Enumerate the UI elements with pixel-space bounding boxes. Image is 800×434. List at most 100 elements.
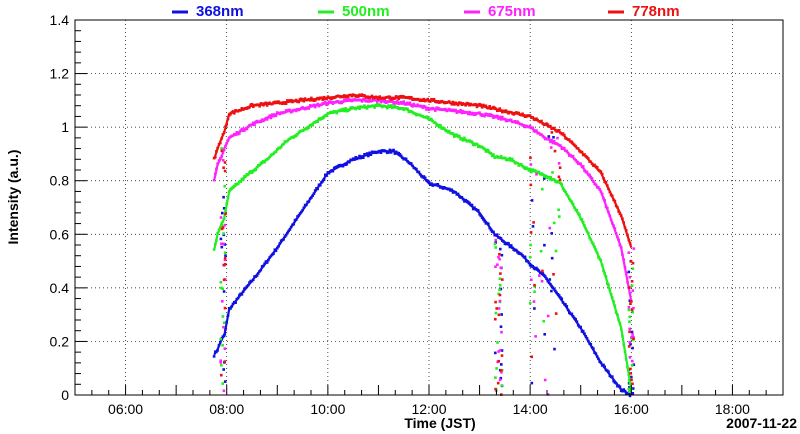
data-point — [608, 214, 612, 217]
data-point — [294, 98, 298, 102]
data-point — [396, 106, 399, 109]
outlier-point — [553, 149, 557, 153]
data-point — [565, 305, 569, 308]
data-point — [602, 269, 605, 273]
data-point — [628, 382, 632, 385]
data-point — [393, 97, 397, 100]
outlier-point — [530, 355, 533, 359]
data-point — [541, 173, 545, 176]
outlier-point — [538, 274, 541, 277]
data-point — [392, 102, 395, 105]
data-point — [294, 134, 298, 138]
outlier-point — [222, 232, 225, 235]
outlier-point — [628, 386, 631, 389]
data-point — [401, 156, 404, 160]
data-point — [351, 98, 355, 102]
y-tick-label: 0.8 — [50, 173, 70, 189]
data-point — [628, 394, 632, 398]
data-point — [549, 283, 552, 286]
data-point — [547, 137, 551, 141]
data-point — [459, 196, 462, 199]
data-point — [581, 165, 585, 168]
data-point — [325, 174, 328, 177]
data-point — [583, 332, 586, 335]
data-point — [421, 99, 424, 102]
data-point — [599, 258, 603, 262]
data-point — [217, 228, 221, 231]
data-point — [583, 153, 586, 156]
outlier-point — [223, 380, 227, 383]
data-point — [468, 201, 471, 205]
data-point — [585, 229, 589, 233]
data-point — [356, 156, 360, 160]
data-point — [528, 114, 532, 117]
outlier-point — [631, 382, 634, 386]
data-point — [226, 139, 230, 142]
outlier-point — [221, 226, 225, 229]
data-point — [561, 132, 565, 135]
data-point — [456, 192, 460, 196]
data-point — [258, 120, 261, 124]
outlier-point — [222, 321, 226, 325]
data-point — [561, 187, 565, 191]
data-point — [244, 174, 247, 178]
data-point — [580, 218, 584, 221]
data-point — [621, 217, 624, 220]
outlier-point — [499, 325, 503, 328]
data-point — [545, 277, 548, 280]
data-point — [276, 246, 279, 250]
data-point — [216, 162, 219, 165]
data-point — [594, 248, 598, 251]
data-point — [282, 238, 285, 241]
data-point — [426, 106, 429, 110]
data-point — [222, 131, 226, 134]
data-point — [528, 167, 532, 171]
outlier-point — [222, 166, 225, 169]
data-point — [475, 105, 479, 109]
data-point — [447, 129, 451, 133]
data-point — [453, 135, 456, 138]
data-point — [468, 104, 471, 107]
outlier-point — [494, 246, 497, 249]
outlier-point — [547, 135, 551, 138]
data-point — [607, 210, 610, 214]
data-point — [622, 258, 625, 262]
outlier-point — [221, 211, 224, 215]
data-point — [296, 133, 299, 136]
x-axis-title: Time (JST) — [404, 415, 475, 431]
data-point — [599, 190, 603, 194]
data-point — [429, 100, 432, 103]
outlier-point — [550, 131, 554, 134]
data-point — [276, 148, 279, 151]
data-point — [313, 189, 317, 192]
data-point — [454, 191, 457, 194]
outlier-point — [630, 335, 633, 339]
data-point — [349, 98, 352, 102]
data-point — [437, 125, 441, 129]
outlier-point — [628, 286, 631, 289]
data-point — [356, 105, 360, 109]
data-point — [341, 95, 345, 99]
outlier-point — [531, 225, 535, 228]
data-point — [257, 272, 260, 275]
data-point — [310, 96, 313, 100]
outlier-point — [627, 270, 631, 274]
data-point — [241, 290, 245, 293]
data-point — [531, 116, 534, 119]
data-point — [252, 278, 255, 281]
outlier-point — [628, 340, 632, 344]
data-point — [327, 171, 331, 175]
data-point — [365, 107, 369, 110]
data-point — [297, 131, 301, 134]
data-point — [358, 107, 361, 110]
data-point — [608, 288, 612, 292]
data-point — [257, 103, 260, 106]
outlier-point — [499, 369, 503, 372]
x-tick-label: 08:00 — [209, 401, 244, 417]
data-point — [224, 327, 227, 331]
data-point — [565, 149, 569, 153]
data-point — [589, 238, 593, 241]
data-point — [554, 289, 557, 293]
data-point — [258, 163, 261, 167]
data-point — [521, 164, 524, 168]
